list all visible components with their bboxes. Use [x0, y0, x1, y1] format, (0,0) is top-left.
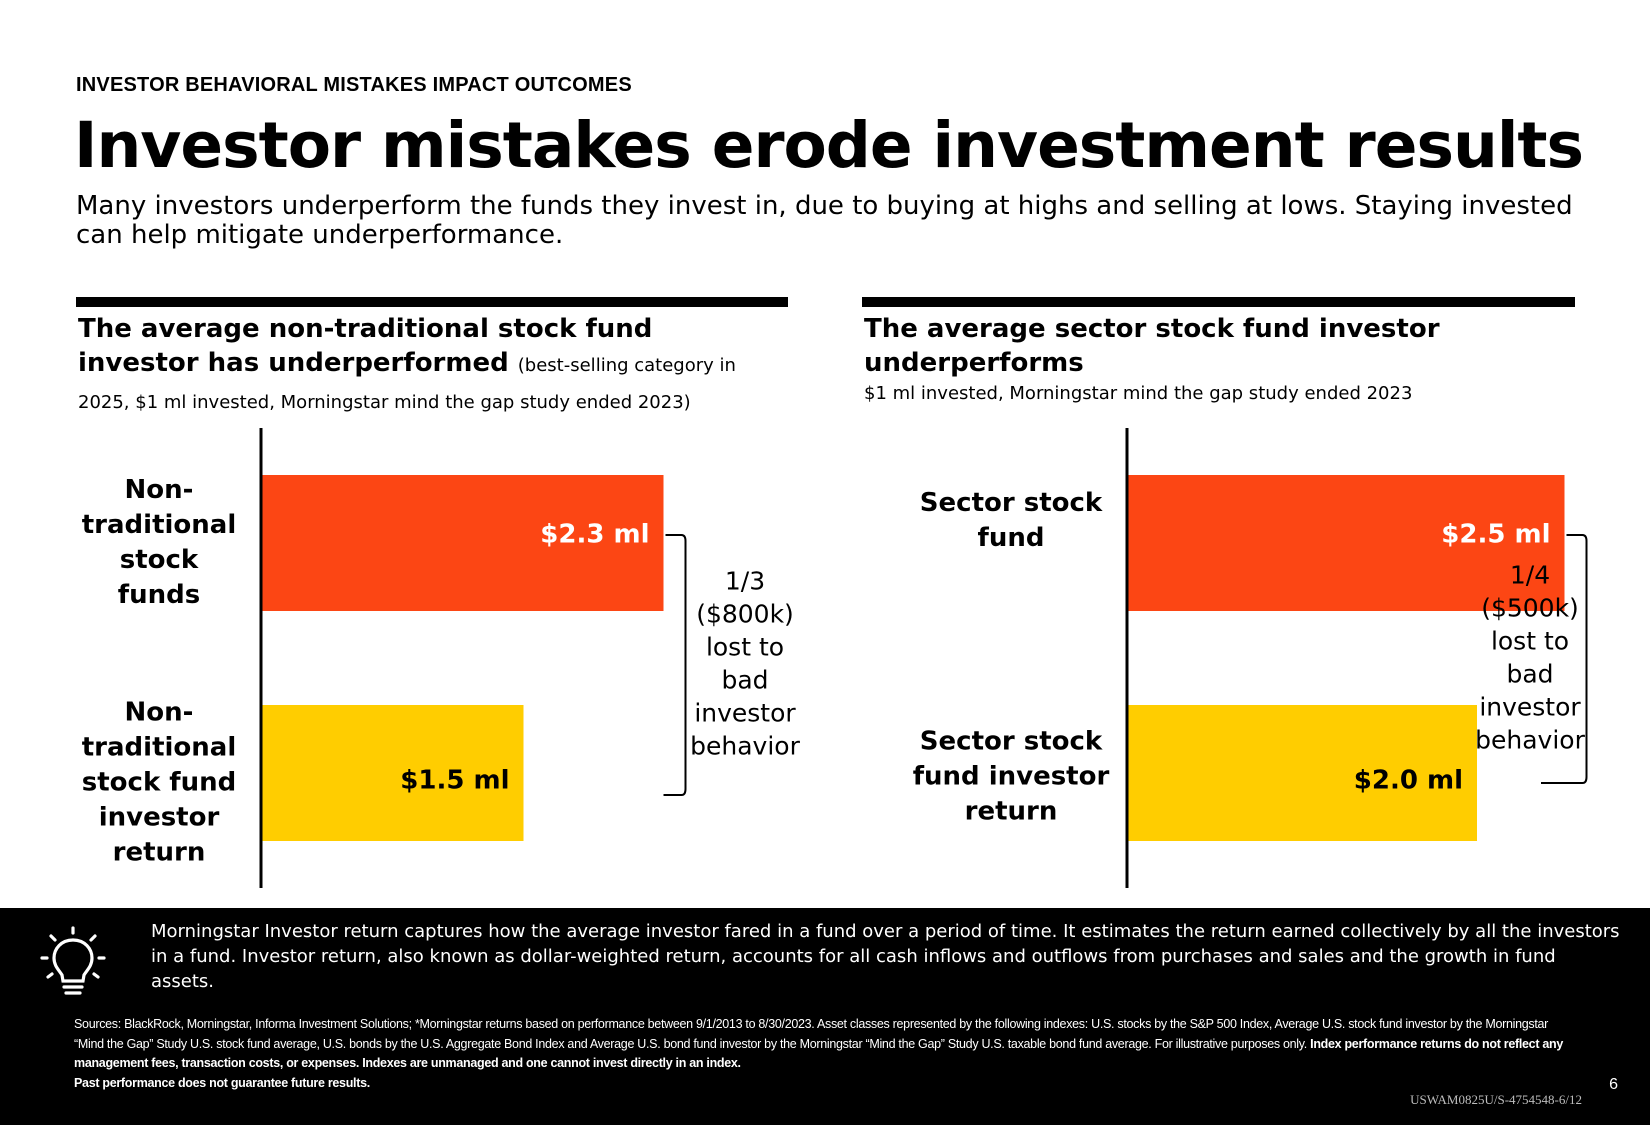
panel-rule: [76, 297, 788, 307]
loss-annotation-line: investor: [694, 699, 796, 728]
bar-0: [1127, 475, 1565, 611]
panel-subtitle: $1 ml invested, Morningstar mind the gap…: [864, 383, 1413, 404]
loss-annotation-line: ($800k): [696, 600, 794, 629]
sources-body: Sources: BlackRock, Morningstar, Informa…: [74, 1017, 1549, 1051]
bar-value-label-1: $1.5 ml: [400, 766, 509, 796]
bar-value-label-0: $2.3 ml: [540, 520, 649, 550]
panel-rule: [862, 297, 1575, 307]
loss-annotation-line: investor: [1479, 693, 1581, 722]
loss-annotation-line: 1/3: [725, 567, 765, 596]
loss-annotation-line: behavior: [690, 732, 800, 761]
sources-disclaimer: Index performance returns do not reflect…: [74, 1036, 1563, 1071]
bar-0: [261, 475, 664, 611]
loss-annotation-line: bad: [721, 666, 768, 695]
category-label-line: Non-: [125, 698, 194, 728]
chart-sector: $2.5 ml Sector stock fund $2.0 ml Sector sto…: [913, 428, 1588, 888]
panel-title: The average non-traditional stock fund i…: [78, 312, 778, 420]
category-label-line: Sector stock: [920, 488, 1103, 518]
category-label-line: Non-: [125, 475, 194, 505]
lightbulb-icon: [40, 926, 106, 995]
loss-annotation-line: behavior: [1475, 726, 1585, 755]
loss-annotation-line: lost to: [706, 633, 784, 662]
page-title: Investor mistakes erode investment resul…: [74, 109, 1584, 182]
eyebrow-heading: INVESTOR BEHAVIORAL MISTAKES IMPACT OUTC…: [76, 74, 632, 96]
category-label-line: traditional: [82, 733, 237, 763]
info-text: Morningstar Investor return captures how…: [151, 921, 1620, 992]
category-label-line: funds: [118, 580, 200, 610]
sources-text: Sources: BlackRock, Morningstar, Informa…: [74, 1015, 1574, 1093]
difference-bracket: [663, 534, 687, 796]
category-label-line: fund investor: [913, 762, 1110, 792]
category-label-line: fund: [978, 523, 1045, 553]
panel-title-text: The average non-traditional stock fund i…: [78, 314, 653, 378]
category-label-line: stock: [120, 545, 199, 575]
category-label-line: traditional: [82, 510, 237, 540]
category-label-line: return: [965, 797, 1058, 827]
category-label-line: stock fund: [82, 768, 236, 798]
loss-annotation-line: bad: [1506, 660, 1553, 689]
sources-past-performance: Past performance does not guarantee futu…: [74, 1075, 370, 1090]
loss-annotation-line: lost to: [1491, 627, 1569, 656]
document-code: USWAM0825U/S-4754548-6/12: [1410, 1092, 1582, 1107]
chart-non-traditional: $2.3 ml Non-traditional stock funds $1.5 ml N…: [82, 428, 801, 888]
bar-1: [261, 705, 524, 841]
category-label-line: Sector stock: [920, 727, 1103, 757]
category-label-line: investor: [99, 803, 220, 833]
footer-band: Morningstar Investor return captures how…: [0, 908, 1650, 1125]
difference-bracket: [1541, 534, 1588, 784]
bar-1: [1127, 705, 1477, 841]
loss-annotation-line: ($500k): [1481, 594, 1579, 623]
panel-note: (best-selling category in 2025, $1 ml in…: [78, 355, 736, 413]
category-label-line: return: [113, 838, 206, 868]
bar-value-label-1: $2.0 ml: [1354, 766, 1463, 796]
bar-value-label-0: $2.5 ml: [1441, 520, 1550, 550]
loss-annotation-line: 1/4: [1510, 561, 1550, 590]
page-subtitle: Many investors underperform the funds th…: [76, 191, 1573, 250]
panel-title: The average sector stock fund investor u…: [864, 314, 1440, 378]
page-number: 6: [1609, 1076, 1618, 1093]
